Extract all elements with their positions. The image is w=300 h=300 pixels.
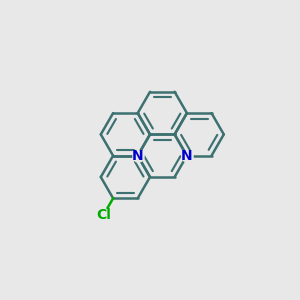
Text: N: N (181, 149, 193, 163)
Text: Cl: Cl (96, 208, 111, 222)
Text: N: N (132, 149, 143, 163)
